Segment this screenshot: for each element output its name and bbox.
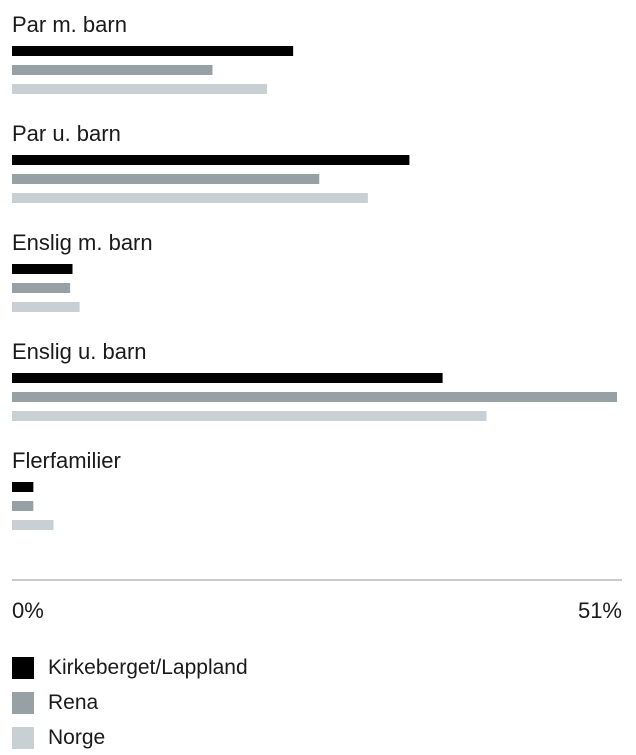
legend-label: Norge	[48, 725, 106, 749]
bar	[12, 411, 487, 421]
x-tick-min-label: 0%	[12, 598, 44, 623]
category-label: Flerfamilier	[12, 448, 121, 473]
legend-item-rena: Rena	[12, 685, 248, 720]
legend-item-kirkeberget: Kirkeberget/Lappland	[12, 650, 248, 685]
legend-label: Kirkeberget/Lappland	[48, 655, 248, 679]
bar	[12, 46, 294, 56]
category-label: Par u. barn	[12, 121, 121, 146]
bar	[12, 302, 80, 312]
bar	[12, 193, 368, 203]
bar	[12, 283, 71, 293]
legend-swatch	[12, 691, 34, 714]
bar	[12, 155, 410, 165]
bar	[12, 373, 443, 383]
category-label: Par m. barn	[12, 12, 127, 37]
bar	[12, 84, 268, 94]
legend-label: Rena	[48, 690, 99, 714]
bar	[12, 65, 213, 75]
legend: Kirkeberget/Lappland Rena Norge	[12, 650, 248, 755]
bar	[12, 264, 73, 274]
bar	[12, 174, 320, 184]
bar	[12, 392, 617, 402]
legend-item-norge: Norge	[12, 720, 248, 755]
bar	[12, 501, 34, 511]
category-label: Enslig m. barn	[12, 230, 153, 255]
legend-swatch	[12, 726, 34, 749]
legend-swatch	[12, 656, 34, 679]
bar	[12, 482, 34, 492]
bar	[12, 520, 54, 530]
category-label: Enslig u. barn	[12, 339, 147, 364]
x-tick-max-label: 51%	[578, 598, 622, 623]
